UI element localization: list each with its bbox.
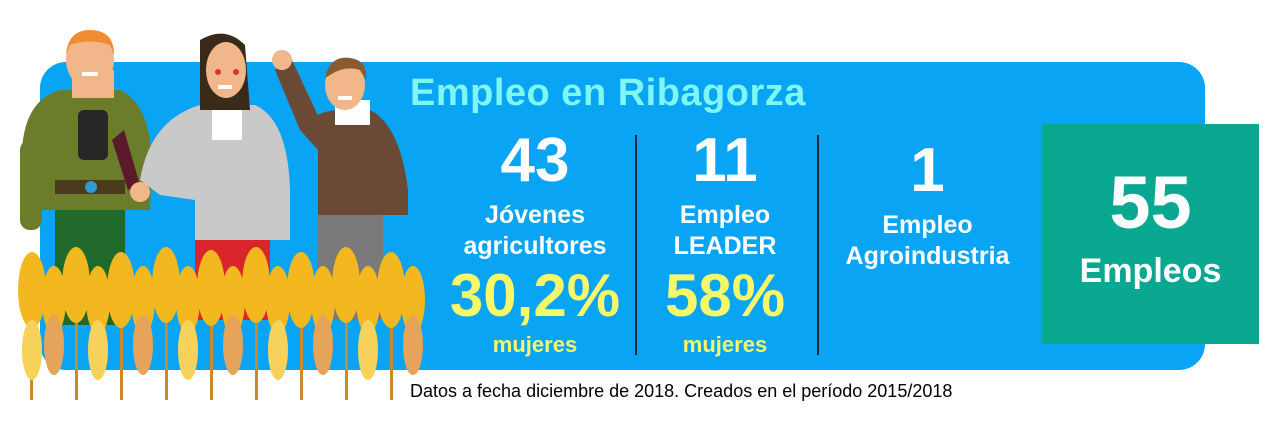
wheat-field [18, 247, 425, 400]
stat-label-line1: Empleo [882, 211, 973, 239]
stat-percentage: 58% [664, 262, 786, 329]
stat-label-line1: Empleo [679, 201, 771, 229]
stat-label-line1: Jóvenes [484, 201, 586, 229]
total-employment-box: 55 Empleos [1042, 124, 1259, 344]
total-value: 55 [1109, 161, 1192, 244]
stat-label-line2: Agroindustria [845, 242, 1010, 270]
stat-value: 43 [500, 126, 570, 195]
stat-jovenes-agricultores: 43 Jóvenes agricultores 30,2% mujeres [440, 130, 630, 358]
stat-percentage: 30,2% [449, 262, 621, 329]
stat-percentage-label: mujeres [682, 332, 768, 357]
stat-label-line2: agricultores [463, 232, 607, 260]
page-title: Empleo en Ribagorza [410, 72, 806, 114]
total-label: Empleos [1079, 252, 1222, 290]
column-divider [635, 135, 637, 355]
stat-value: 11 [692, 126, 758, 195]
column-divider [817, 135, 819, 355]
farmers-wheat-illustration [18, 30, 425, 400]
stat-empleo-leader: 11 Empleo LEADER 58% mujeres [640, 130, 810, 358]
stat-value: 1 [910, 136, 945, 205]
stat-percentage-label: mujeres [492, 332, 578, 357]
stat-label-line2: LEADER [673, 232, 777, 260]
footnote: Datos a fecha diciembre de 2018. Creados… [410, 381, 953, 401]
stat-empleo-agroindustria: 1 Empleo Agroindustria [825, 140, 1030, 272]
